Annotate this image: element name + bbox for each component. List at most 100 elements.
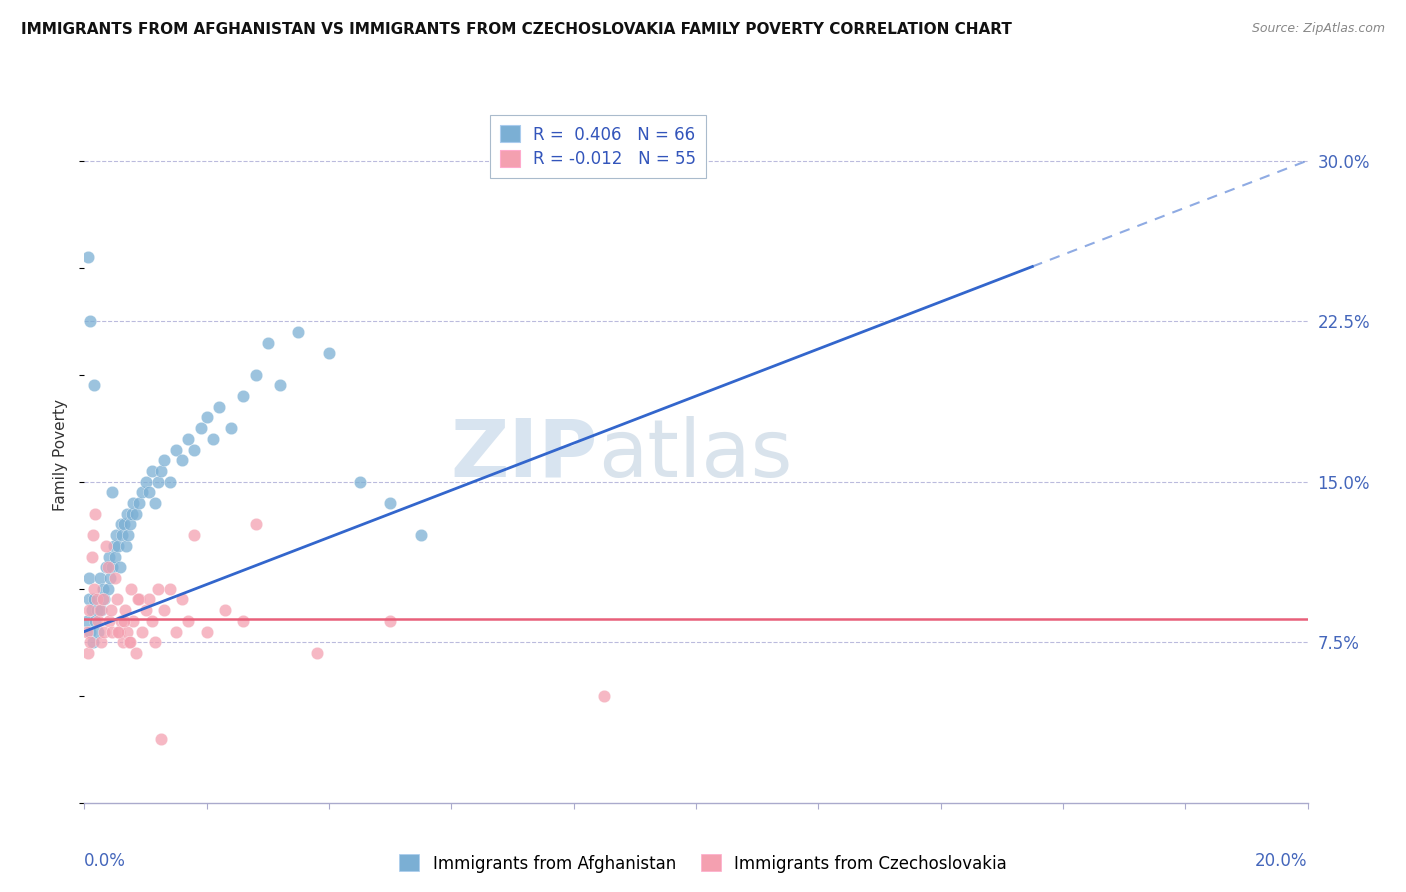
Point xyxy=(131,485,153,500)
Point xyxy=(153,453,176,467)
Point xyxy=(79,635,101,649)
Point xyxy=(593,689,616,703)
Point xyxy=(97,614,120,628)
Point xyxy=(117,528,139,542)
Point xyxy=(101,624,124,639)
Point xyxy=(86,603,108,617)
Point xyxy=(165,442,187,457)
Point xyxy=(125,507,148,521)
Point xyxy=(100,603,122,617)
Point xyxy=(101,485,124,500)
Point xyxy=(409,528,432,542)
Point xyxy=(98,571,121,585)
Point xyxy=(80,603,103,617)
Point xyxy=(135,475,157,489)
Point xyxy=(107,624,129,639)
Point xyxy=(84,507,107,521)
Point xyxy=(80,549,103,564)
Point xyxy=(120,635,142,649)
Point xyxy=(219,421,242,435)
Point xyxy=(146,475,169,489)
Point xyxy=(195,624,218,639)
Point xyxy=(90,603,112,617)
Point xyxy=(141,464,163,478)
Legend: Immigrants from Afghanistan, Immigrants from Czechoslovakia: Immigrants from Afghanistan, Immigrants … xyxy=(392,847,1014,880)
Legend: R =  0.406   N = 66, R = -0.012   N = 55: R = 0.406 N = 66, R = -0.012 N = 55 xyxy=(489,115,706,178)
Point xyxy=(232,614,254,628)
Point xyxy=(120,582,142,596)
Point xyxy=(172,592,194,607)
Point xyxy=(121,507,143,521)
Point xyxy=(77,646,100,660)
Point xyxy=(97,582,120,596)
Point xyxy=(287,325,309,339)
Point xyxy=(79,314,101,328)
Point xyxy=(380,496,402,510)
Point xyxy=(87,624,110,639)
Point xyxy=(110,614,132,628)
Point xyxy=(89,603,111,617)
Point xyxy=(245,517,267,532)
Point xyxy=(195,410,218,425)
Point xyxy=(101,560,124,574)
Point xyxy=(245,368,267,382)
Point xyxy=(107,539,129,553)
Point xyxy=(77,571,100,585)
Point xyxy=(105,592,128,607)
Point xyxy=(149,731,172,746)
Point xyxy=(112,614,135,628)
Text: 0.0%: 0.0% xyxy=(84,852,127,870)
Point xyxy=(135,603,157,617)
Point xyxy=(138,485,160,500)
Point xyxy=(172,453,194,467)
Point xyxy=(125,646,148,660)
Point xyxy=(128,496,150,510)
Point xyxy=(138,592,160,607)
Point xyxy=(146,582,169,596)
Point xyxy=(77,603,100,617)
Point xyxy=(83,592,105,607)
Point xyxy=(183,528,205,542)
Point xyxy=(90,635,112,649)
Point xyxy=(177,432,200,446)
Point xyxy=(104,571,127,585)
Point xyxy=(115,539,138,553)
Text: atlas: atlas xyxy=(598,416,793,494)
Point xyxy=(82,528,104,542)
Point xyxy=(118,635,141,649)
Point xyxy=(76,614,98,628)
Point xyxy=(91,582,114,596)
Point xyxy=(112,517,135,532)
Point xyxy=(201,432,224,446)
Point xyxy=(79,624,101,639)
Point xyxy=(115,507,138,521)
Point xyxy=(86,592,108,607)
Point xyxy=(77,250,100,264)
Point xyxy=(159,475,181,489)
Point xyxy=(190,421,212,435)
Point xyxy=(153,603,176,617)
Point xyxy=(83,378,105,392)
Point xyxy=(380,614,402,628)
Text: ZIP: ZIP xyxy=(451,416,598,494)
Point xyxy=(131,624,153,639)
Point xyxy=(105,528,128,542)
Point xyxy=(114,603,136,617)
Point xyxy=(127,592,149,607)
Point xyxy=(77,592,100,607)
Point xyxy=(94,560,117,574)
Point xyxy=(89,571,111,585)
Point xyxy=(141,614,163,628)
Point xyxy=(104,549,127,564)
Point xyxy=(93,624,115,639)
Point xyxy=(110,517,132,532)
Point xyxy=(128,592,150,607)
Point xyxy=(269,378,291,392)
Point xyxy=(208,400,231,414)
Point xyxy=(82,635,104,649)
Point xyxy=(83,582,105,596)
Point xyxy=(107,624,129,639)
Point xyxy=(349,475,371,489)
Point xyxy=(159,582,181,596)
Point xyxy=(177,614,200,628)
